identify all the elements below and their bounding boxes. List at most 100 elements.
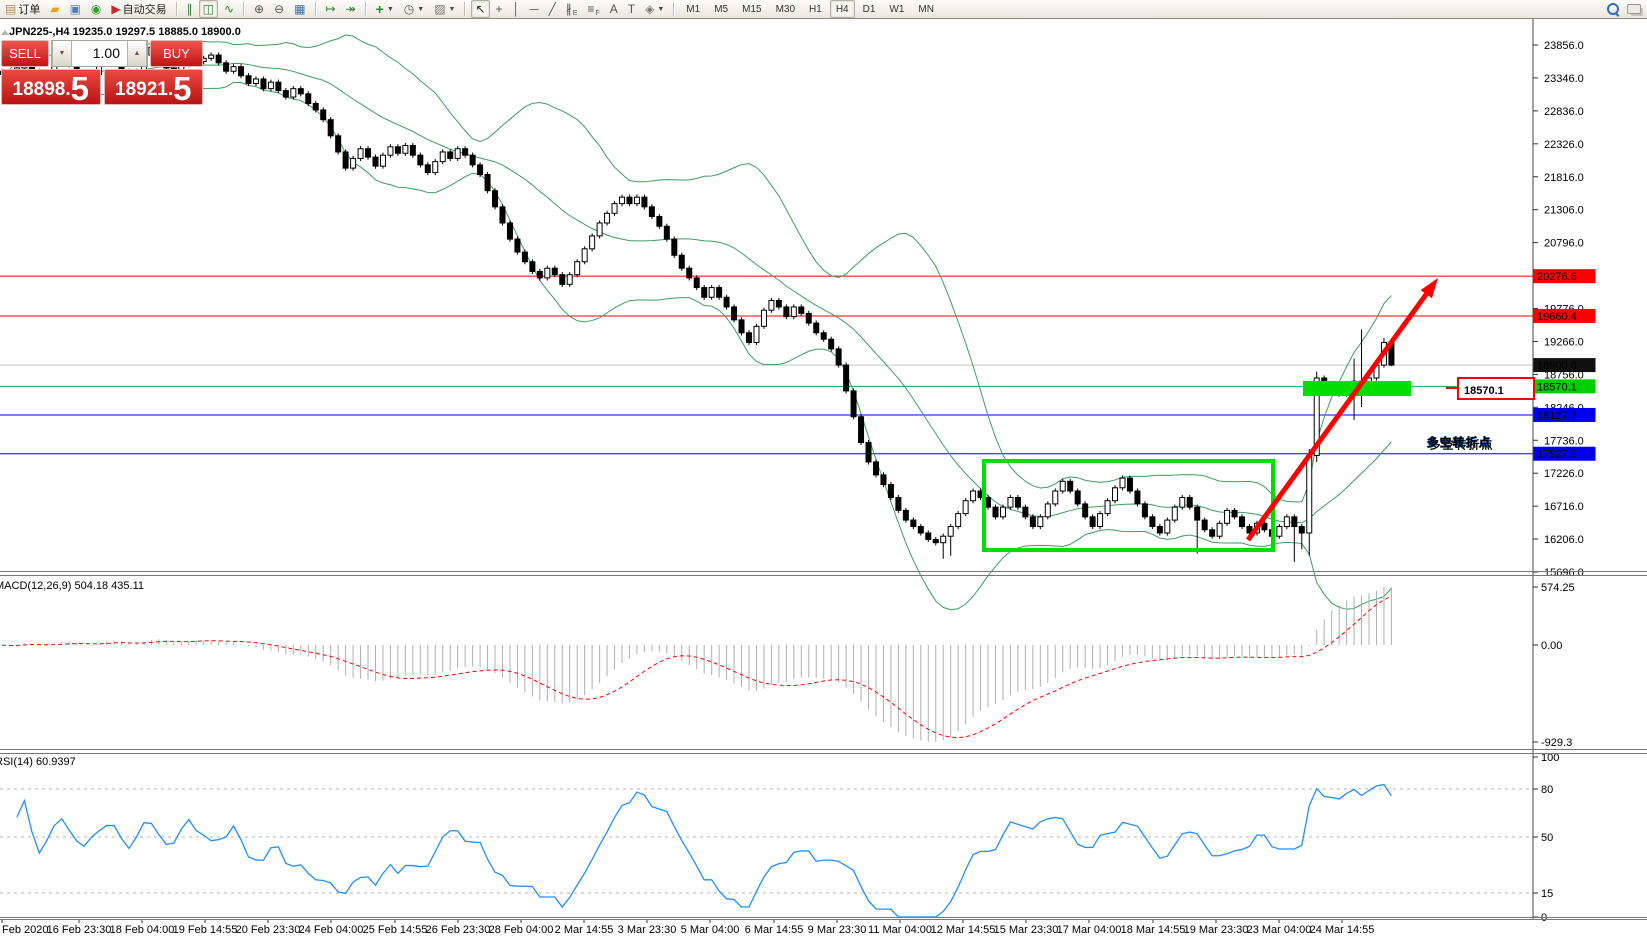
candle-body — [887, 484, 894, 498]
consolidation-box[interactable] — [982, 459, 1275, 552]
timeframe-d1-button[interactable]: D1 — [862, 3, 876, 15]
candle-body — [738, 319, 745, 334]
toolbar-separator — [673, 2, 676, 16]
macd-axis-label: 0.00 — [1541, 640, 1562, 652]
candle-body — [365, 148, 372, 158]
candle-body — [1216, 522, 1223, 537]
periods-dropdown-icon[interactable]: ▼ — [417, 5, 425, 13]
fibonacci-button[interactable]: ≡ F — [583, 0, 603, 18]
volume-decrease-icon[interactable]: ▼ — [52, 41, 72, 66]
timeframe-m1-button[interactable]: M1 — [686, 3, 701, 15]
text-button[interactable]: A — [606, 0, 622, 18]
bar-chart-button[interactable]: ∥ — [183, 0, 197, 18]
templates-dropdown-icon[interactable]: ▼ — [448, 5, 456, 13]
candle-body — [1231, 509, 1238, 518]
periods-button[interactable]: ◷ ▼ — [400, 0, 428, 18]
candle-body — [484, 174, 491, 192]
templates-icon: ▨ — [434, 2, 446, 16]
shapes-dropdown-icon[interactable]: ▼ — [657, 5, 665, 13]
new-window-button[interactable]: ▣ — [66, 0, 85, 18]
horizontal-line-button[interactable]: ─ — [526, 0, 543, 18]
new-order-button[interactable]: ▤ 订单 — [1, 0, 44, 18]
timeframe-h4-button[interactable]: H4 — [829, 0, 855, 18]
candle-body — [409, 144, 416, 156]
bid-price[interactable]: 18898. 5 — [1, 69, 101, 105]
chart-shift-button[interactable]: ↦ — [322, 0, 340, 18]
add-indicator-button[interactable]: + ▼ — [372, 0, 398, 18]
macd-axis-label: 574.25 — [1541, 582, 1575, 594]
candle-body — [462, 148, 469, 156]
timeframe-w1-button[interactable]: W1 — [889, 3, 905, 15]
candle-body — [902, 509, 909, 521]
candle-body — [1306, 454, 1313, 534]
text-icon: A — [609, 2, 618, 16]
time-tick-label: 19 Mar 23:30 — [1184, 924, 1249, 936]
candle-body — [559, 274, 566, 285]
candle-body — [566, 274, 573, 285]
sell-button[interactable]: SELL — [1, 40, 49, 67]
zoom-in-icon: ⊕ — [254, 2, 265, 16]
vertical-line-button[interactable]: │ — [509, 0, 525, 18]
timeframe-h1-button[interactable]: H1 — [809, 3, 822, 15]
candle-body — [925, 532, 932, 540]
trend-arrow-head[interactable] — [1420, 278, 1438, 299]
zoom-out-button[interactable]: ⊖ — [270, 0, 288, 18]
price-badge-text: 18900.0 — [1537, 360, 1577, 372]
timeframe-m5-button[interactable]: M5 — [714, 3, 729, 15]
candle-body — [1149, 516, 1156, 528]
candle-body — [357, 148, 364, 159]
candle-body — [447, 151, 454, 159]
ask-price[interactable]: 18921. 5 — [103, 69, 203, 105]
equidistant-channel-button[interactable]: ∦ E — [562, 0, 582, 18]
signals-button[interactable]: ◉ — [87, 0, 105, 18]
candle-body — [768, 299, 775, 311]
cn-note-text[interactable]: 多空转折点 — [1427, 435, 1492, 450]
volume-input[interactable]: 1.00 — [92, 45, 120, 61]
text-label-button[interactable]: T — [624, 0, 639, 18]
trend-line-button[interactable]: ╱ — [545, 0, 560, 18]
timeframe-m30-button[interactable]: M30 — [775, 3, 796, 15]
time-tick-label: 24 Feb 04:00 — [299, 924, 364, 936]
price-callout-box[interactable] — [1457, 377, 1535, 400]
shapes-button[interactable]: ◈ ▼ — [641, 0, 668, 18]
candle-body — [1059, 480, 1066, 492]
cursor-button[interactable]: ↖ — [471, 0, 490, 18]
candle-body — [1179, 496, 1186, 508]
candle-body — [1112, 487, 1119, 502]
crosshair-button[interactable]: + — [492, 0, 507, 18]
candle-body — [1126, 477, 1133, 492]
time-tick-label: 19 Feb 14:55 — [173, 924, 238, 936]
auto-scroll-button[interactable]: ↠ — [342, 0, 360, 18]
rsi-line — [16, 783, 1392, 918]
timeframe-m15-button[interactable]: M15 — [742, 3, 762, 15]
candle-body — [970, 490, 977, 502]
candle-body — [275, 81, 282, 92]
candlestick-chart-button[interactable]: ◫ — [198, 0, 218, 18]
add-indicator-icon: + — [375, 1, 384, 17]
main-toolbar: ▤ 订单 ▰ ▣ ◉ ▶ 自动交易 ∥ ◫ ∿ ⊕ ⊖ ▦ ↦ ↠ + ▼ ◷ ▼ ▨ ▼ ↖ + │ ─ ╱ ∦ E ≡ F A T ◈ ▼ M1… — [0, 0, 1647, 19]
templates-button[interactable]: ▨ ▼ — [430, 0, 459, 18]
chat-icon[interactable] — [1627, 4, 1641, 14]
oneclick-collapse-icon[interactable] — [1, 30, 9, 35]
zoom-in-button[interactable]: ⊕ — [250, 0, 268, 18]
line-chart-button[interactable]: ∿ — [220, 0, 238, 18]
tile-windows-button[interactable]: ▦ — [290, 0, 309, 18]
search-icon[interactable] — [1607, 3, 1620, 17]
autotrading-button[interactable]: ▶ 自动交易 — [107, 0, 170, 18]
price-tick-label: 22326.0 — [1544, 139, 1584, 151]
candle-body — [1141, 503, 1148, 518]
buy-button[interactable]: BUY — [150, 40, 203, 67]
volume-increase-icon[interactable]: ▲ — [127, 41, 147, 66]
candle-body — [626, 196, 633, 205]
timeframe-mn-button[interactable]: MN — [918, 3, 934, 15]
time-tick-label: 28 Feb 04:00 — [489, 924, 554, 936]
chart-svg[interactable]: 23856.0 23346.0 22836.0 22326.0 21816.0 21306… — [0, 18, 1647, 940]
trend-arrow-line[interactable] — [1245, 292, 1429, 542]
open-folder-button[interactable]: ▰ — [46, 0, 63, 18]
price-tick-label: 23346.0 — [1544, 73, 1584, 85]
add-indicator-dropdown-icon[interactable]: ▼ — [386, 5, 394, 13]
candle-body — [1291, 516, 1298, 528]
candle-body — [1089, 516, 1096, 528]
candle-body — [820, 332, 827, 340]
